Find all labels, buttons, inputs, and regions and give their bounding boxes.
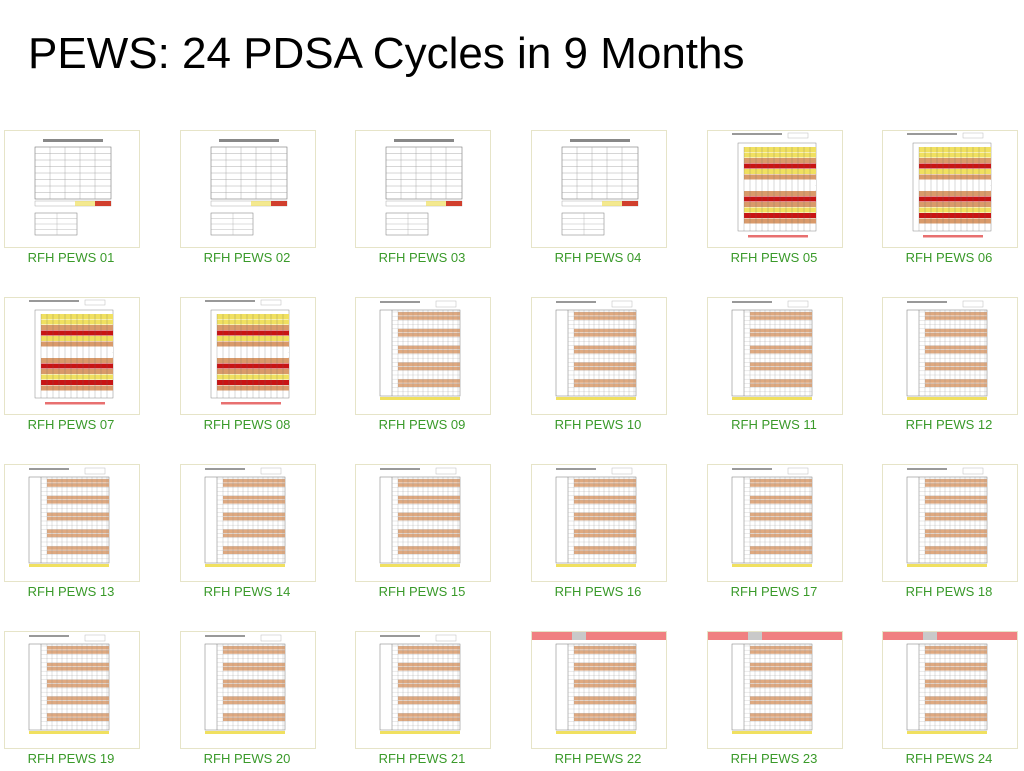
- thumbnail-caption: RFH PEWS 04: [554, 250, 642, 265]
- thumbnail-caption: RFH PEWS 20: [203, 751, 291, 766]
- thumbnail-image[interactable]: [707, 464, 843, 582]
- thumbnail-caption: RFH PEWS 08: [203, 417, 291, 432]
- thumbnail-tile[interactable]: RFH PEWS 12: [882, 297, 1022, 437]
- thumbnail-image[interactable]: [531, 464, 667, 582]
- chart-miniature: [555, 467, 637, 567]
- thumbnail-caption: RFH PEWS 16: [554, 584, 642, 599]
- chart-miniature: [29, 299, 114, 405]
- document-miniature: [385, 139, 463, 236]
- chart-miniature: [379, 467, 461, 567]
- thumbnail-caption: RFH PEWS 15: [378, 584, 466, 599]
- chart-miniature: [204, 634, 286, 734]
- chart-miniature: [379, 634, 461, 734]
- thumbnail-image[interactable]: [180, 297, 316, 415]
- thumbnail-image[interactable]: [531, 297, 667, 415]
- chart-miniature: [731, 467, 813, 567]
- chart-miniature: [555, 300, 637, 400]
- thumbnail-caption: RFH PEWS 23: [730, 751, 818, 766]
- thumbnail-image[interactable]: [531, 130, 667, 248]
- thumbnail-caption: RFH PEWS 05: [730, 250, 818, 265]
- thumbnail-tile[interactable]: RFH PEWS 17: [707, 464, 847, 604]
- thumbnail-image[interactable]: [707, 297, 843, 415]
- thumbnail-caption: RFH PEWS 14: [203, 584, 291, 599]
- chart-miniature: [906, 300, 988, 400]
- thumbnail-image[interactable]: [355, 631, 491, 749]
- chart-miniature: [28, 467, 110, 567]
- thumbnail-image[interactable]: [180, 631, 316, 749]
- thumbnail-caption: RFH PEWS 21: [378, 751, 466, 766]
- thumbnail-tile[interactable]: RFH PEWS 11: [707, 297, 847, 437]
- thumbnail-image[interactable]: [355, 130, 491, 248]
- thumbnail-tile[interactable]: RFH PEWS 23: [707, 631, 847, 771]
- thumbnail-tile[interactable]: RFH PEWS 15: [355, 464, 495, 604]
- thumbnail-image[interactable]: [4, 297, 140, 415]
- thumbnail-image[interactable]: [531, 631, 667, 749]
- chart-miniature: [205, 299, 290, 405]
- thumbnail-tile[interactable]: RFH PEWS 18: [882, 464, 1022, 604]
- thumbnail-tile[interactable]: RFH PEWS 14: [180, 464, 320, 604]
- thumbnail-tile[interactable]: RFH PEWS 21: [355, 631, 495, 771]
- thumbnail-caption: RFH PEWS 09: [378, 417, 466, 432]
- thumbnail-caption: RFH PEWS 06: [905, 250, 993, 265]
- thumbnail-image[interactable]: [180, 130, 316, 248]
- thumbnail-tile[interactable]: RFH PEWS 19: [4, 631, 144, 771]
- thumbnail-tile[interactable]: RFH PEWS 07: [4, 297, 144, 437]
- thumbnail-tile[interactable]: RFH PEWS 06: [882, 130, 1022, 270]
- thumbnail-image[interactable]: [4, 464, 140, 582]
- document-miniature: [34, 139, 112, 236]
- thumbnail-tile[interactable]: RFH PEWS 22: [531, 631, 671, 771]
- thumbnail-caption: RFH PEWS 17: [730, 584, 818, 599]
- thumbnail-tile[interactable]: RFH PEWS 10: [531, 297, 671, 437]
- thumbnail-image[interactable]: [355, 464, 491, 582]
- thumbnail-caption: RFH PEWS 07: [27, 417, 115, 432]
- thumbnail-caption: RFH PEWS 24: [905, 751, 993, 766]
- thumbnail-caption: RFH PEWS 22: [554, 751, 642, 766]
- thumbnail-tile[interactable]: RFH PEWS 08: [180, 297, 320, 437]
- thumbnail-image[interactable]: [355, 297, 491, 415]
- thumbnail-tile[interactable]: RFH PEWS 20: [180, 631, 320, 771]
- thumbnail-caption: RFH PEWS 12: [905, 417, 993, 432]
- thumbnail-tile[interactable]: RFH PEWS 01: [4, 130, 144, 270]
- chart-miniature: [379, 300, 461, 400]
- slide-title: PEWS: 24 PDSA Cycles in 9 Months: [28, 29, 745, 78]
- thumbnail-caption: RFH PEWS 01: [27, 250, 115, 265]
- thumbnail-image[interactable]: [180, 464, 316, 582]
- thumbnail-tile[interactable]: RFH PEWS 09: [355, 297, 495, 437]
- document-miniature: [210, 139, 288, 236]
- thumbnail-image[interactable]: [882, 130, 1018, 248]
- thumbnail-caption: RFH PEWS 13: [27, 584, 115, 599]
- chart-miniature: [732, 132, 817, 238]
- chart-miniature: [906, 467, 988, 567]
- thumbnail-image[interactable]: [4, 631, 140, 749]
- thumbnail-tile[interactable]: RFH PEWS 04: [531, 130, 671, 270]
- thumbnail-tile[interactable]: RFH PEWS 13: [4, 464, 144, 604]
- thumbnail-caption: RFH PEWS 02: [203, 250, 291, 265]
- thumbnail-caption: RFH PEWS 11: [731, 417, 817, 432]
- thumbnail-caption: RFH PEWS 10: [554, 417, 642, 432]
- chart-miniature: [907, 132, 992, 238]
- document-miniature: [561, 139, 639, 236]
- thumbnail-image[interactable]: [882, 631, 1018, 749]
- thumbnail-caption: RFH PEWS 19: [27, 751, 115, 766]
- thumbnail-image[interactable]: [707, 130, 843, 248]
- chart-miniature: [204, 467, 286, 567]
- thumbnail-tile[interactable]: RFH PEWS 24: [882, 631, 1022, 771]
- thumbnail-tile[interactable]: RFH PEWS 05: [707, 130, 847, 270]
- chart-miniature: [731, 300, 813, 400]
- chart-miniature: [708, 632, 842, 734]
- chart-miniature: [883, 632, 1017, 734]
- thumbnail-tile[interactable]: RFH PEWS 16: [531, 464, 671, 604]
- thumbnail-caption: RFH PEWS 18: [905, 584, 993, 599]
- thumbnail-image[interactable]: [882, 464, 1018, 582]
- thumbnail-caption: RFH PEWS 03: [378, 250, 466, 265]
- thumbnail-tile[interactable]: RFH PEWS 03: [355, 130, 495, 270]
- chart-miniature: [28, 634, 110, 734]
- thumbnail-tile[interactable]: RFH PEWS 02: [180, 130, 320, 270]
- chart-miniature: [532, 632, 666, 734]
- thumbnail-image[interactable]: [882, 297, 1018, 415]
- thumbnail-image[interactable]: [707, 631, 843, 749]
- thumbnail-image[interactable]: [4, 130, 140, 248]
